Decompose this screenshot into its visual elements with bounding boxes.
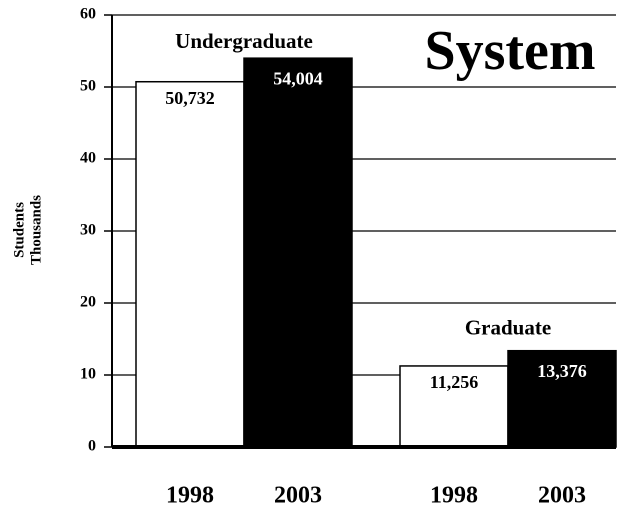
value-label: 13,376: [537, 361, 587, 381]
x-tick-label: 1998: [430, 483, 478, 509]
y-axis-label-line: Thousands: [28, 195, 44, 265]
x-tick-label: 1998: [166, 483, 214, 509]
y-tick-label: 10: [80, 366, 96, 383]
y-tick-label: 0: [88, 438, 96, 455]
bar: [507, 349, 617, 448]
y-tick-label: 30: [80, 222, 96, 239]
y-axis-label-line: Students: [11, 202, 27, 258]
x-tick-label: 2003: [274, 483, 322, 509]
group-label: Undergraduate: [175, 29, 313, 53]
value-label: 50,732: [165, 88, 215, 108]
chart-title: System: [424, 20, 595, 82]
group-label: Graduate: [465, 316, 551, 340]
y-tick-label: 50: [80, 78, 96, 95]
x-tick-label: 2003: [538, 483, 586, 509]
value-label: 54,004: [273, 68, 323, 88]
y-tick-label: 60: [80, 6, 96, 23]
value-label: 11,256: [430, 372, 479, 392]
y-tick-label: 20: [80, 294, 96, 311]
y-axis-label: Students Thousands: [11, 195, 44, 265]
bar: [243, 57, 353, 448]
y-tick-label: 40: [80, 150, 96, 167]
bar: [135, 80, 245, 448]
